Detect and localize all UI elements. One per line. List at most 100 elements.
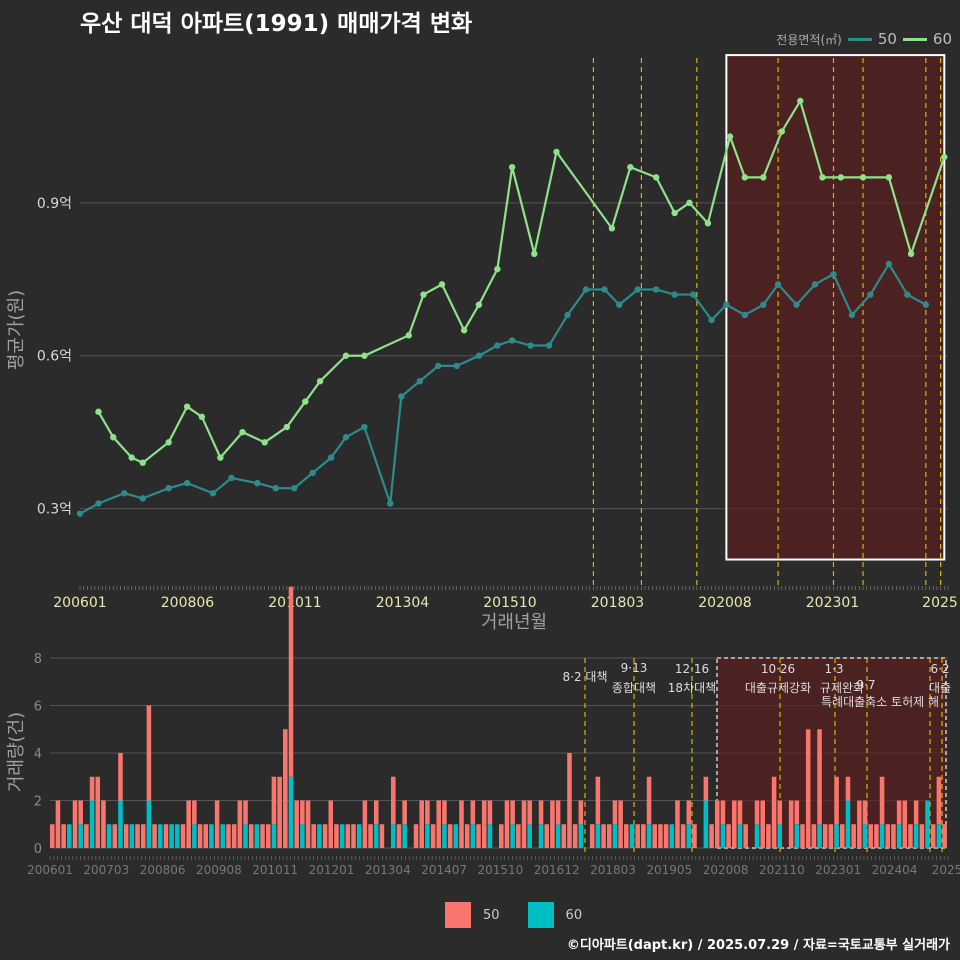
bar-60: [106, 824, 112, 848]
bar-50: [817, 729, 822, 825]
data-point-60: [941, 153, 948, 161]
bar-x-tick-label: 200703: [83, 863, 129, 877]
bar-y-axis-label: 거래량(건): [6, 712, 27, 792]
bar-60: [243, 824, 248, 848]
bar-50: [840, 824, 845, 848]
legend-label-60: 60: [932, 30, 952, 48]
bar-50: [595, 776, 601, 825]
y-tick-label: 0.3억: [37, 502, 72, 518]
data-point-50: [601, 286, 608, 293]
data-point-50: [527, 342, 534, 349]
bar-50: [624, 824, 629, 848]
bar-50: [686, 800, 692, 825]
bar-60: [356, 824, 362, 848]
bar-60: [612, 824, 618, 848]
bar-50: [192, 800, 197, 825]
x-tick-label: 201510: [483, 595, 536, 611]
bar-60: [175, 824, 180, 848]
bar-50: [476, 824, 481, 848]
bar-50: [226, 824, 231, 848]
x-tick-label: 202301: [806, 595, 859, 611]
policy-annotation: 1·3: [824, 662, 843, 676]
bar-x-tick-label: 201612: [534, 863, 580, 877]
data-point-50: [139, 495, 146, 502]
policy-annotation: 종합대책: [612, 680, 656, 695]
x-tick-label: 2025: [922, 595, 958, 611]
data-point-50: [165, 484, 172, 492]
data-point-60: [907, 250, 915, 258]
policy-annotation: 대출규제강화: [745, 681, 811, 695]
bar-50: [436, 800, 442, 848]
bar-x-tick-label: 201905: [646, 863, 692, 877]
bar-50: [652, 824, 658, 848]
data-point-60: [261, 439, 268, 446]
bar-50: [561, 824, 567, 848]
bar-50: [902, 800, 908, 848]
bar-50: [322, 824, 328, 848]
legend-bottom-label-50: 50: [483, 907, 500, 923]
legend-swatch-50: [847, 37, 872, 41]
bar-50: [822, 824, 828, 848]
bar-x-tick-label: 201011: [252, 863, 298, 877]
data-point-50: [564, 311, 571, 319]
bar-y-tick-label: 0: [34, 842, 42, 857]
data-point-60: [837, 174, 845, 181]
bar-50: [146, 705, 152, 801]
bar-x-tick-label: 200908: [196, 863, 242, 877]
policy-annotation: 8·2 대책: [563, 669, 608, 684]
bar-50: [606, 824, 612, 848]
bar-60: [555, 824, 561, 848]
bar-60: [402, 824, 407, 848]
bar-50: [936, 776, 942, 825]
data-point-50: [209, 490, 217, 497]
bar-50: [663, 824, 669, 848]
bar-50: [430, 824, 436, 848]
data-point-60: [405, 332, 412, 339]
data-point-50: [848, 311, 856, 319]
data-point-60: [361, 352, 368, 359]
data-point-60: [885, 174, 893, 181]
bar-50: [612, 800, 618, 825]
bar-60: [913, 824, 919, 848]
bar-60: [157, 824, 163, 848]
data-point-50: [228, 474, 235, 482]
data-point-50: [121, 490, 128, 497]
bar-50: [516, 824, 521, 848]
bar-50: [641, 824, 646, 848]
bar-x-tick-label: 201510: [477, 863, 523, 877]
data-point-50: [760, 301, 767, 308]
bar-60: [391, 824, 396, 848]
data-point-60: [671, 209, 678, 217]
bar-50: [373, 800, 379, 825]
bar-60: [169, 824, 174, 848]
bar-50: [464, 824, 470, 848]
bar-50: [879, 776, 885, 825]
bar-x-tick-label: 202404: [872, 863, 918, 877]
bar-x-tick-label: 201304: [365, 863, 411, 877]
bar-50: [487, 800, 493, 825]
bar-x-tick-label: 202301: [815, 863, 861, 877]
bar-60: [373, 824, 379, 848]
bar-60: [192, 824, 197, 848]
bar-50: [89, 776, 95, 801]
bar-50: [112, 824, 118, 848]
data-point-50: [793, 301, 800, 308]
chart-title: 우산 대덕 아파트(1991) 매매가격 변화: [80, 11, 473, 37]
bar-50: [163, 824, 169, 848]
bar-50: [237, 800, 243, 848]
bar-50: [868, 824, 873, 848]
data-point-50: [904, 291, 911, 298]
series-line-50: [79, 261, 927, 515]
data-point-50: [342, 434, 350, 441]
legend-label-50: 50: [877, 30, 897, 48]
bar-50: [908, 824, 913, 848]
legend-swatch-60: [902, 37, 927, 41]
data-point-50: [361, 423, 368, 431]
data-point-60: [494, 265, 501, 273]
data-point-50: [671, 291, 678, 298]
bar-50: [118, 753, 123, 801]
bar-50: [675, 800, 680, 848]
bar-50: [277, 776, 282, 848]
bar-50: [930, 824, 936, 848]
bar-50: [203, 824, 209, 848]
